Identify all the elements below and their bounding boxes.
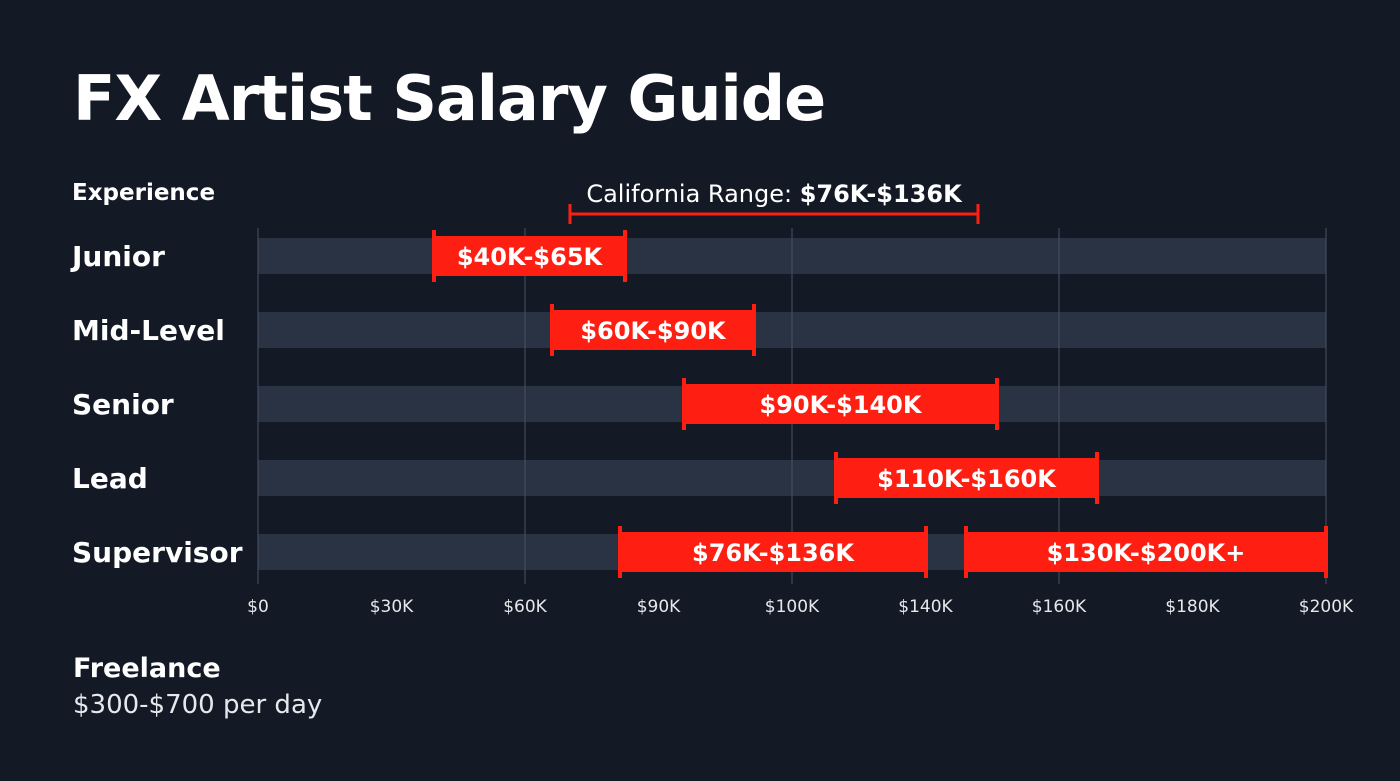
x-tick-label: $0	[247, 597, 269, 617]
range-bar-label: $76K-$136K	[692, 539, 855, 567]
category-label: Mid-Level	[72, 314, 225, 347]
annotation-label: California Range: $76K-$136K	[586, 180, 963, 208]
range-bar	[620, 532, 926, 572]
x-tick-label: $160K	[1032, 597, 1087, 617]
annotation-value: $76K-$136K	[800, 180, 963, 208]
category-label: Lead	[72, 462, 148, 495]
x-tick-label: $100K	[765, 597, 820, 617]
page-title: FX Artist Salary Guide	[73, 62, 826, 135]
x-tick-label: $200K	[1299, 597, 1354, 617]
range-bar-label: $90K-$140K	[760, 391, 923, 419]
annotation-prefix: California Range:	[586, 180, 799, 208]
row-header: Experience	[72, 180, 215, 206]
range-bar-label: $130K-$200K+	[1047, 539, 1246, 567]
category-label: Senior	[72, 388, 174, 421]
freelance-title: Freelance	[73, 653, 221, 684]
range-bar	[434, 236, 625, 276]
freelance-rate: $300-$700 per day	[73, 690, 323, 720]
category-label: Junior	[70, 240, 165, 273]
range-bar	[966, 532, 1326, 572]
category-label: Supervisor	[72, 536, 243, 569]
range-bar-label: $60K-$90K	[580, 317, 727, 345]
range-bar	[684, 384, 997, 424]
range-bar	[836, 458, 1097, 498]
range-bar-label: $40K-$65K	[457, 243, 604, 271]
x-tick-label: $30K	[370, 597, 414, 617]
x-tick-label: $180K	[1165, 597, 1220, 617]
range-bar	[552, 310, 754, 350]
range-bar-label: $110K-$160K	[877, 465, 1057, 493]
x-tick-label: $90K	[637, 597, 681, 617]
x-tick-label: $140K	[898, 597, 953, 617]
x-tick-label: $60K	[503, 597, 547, 617]
